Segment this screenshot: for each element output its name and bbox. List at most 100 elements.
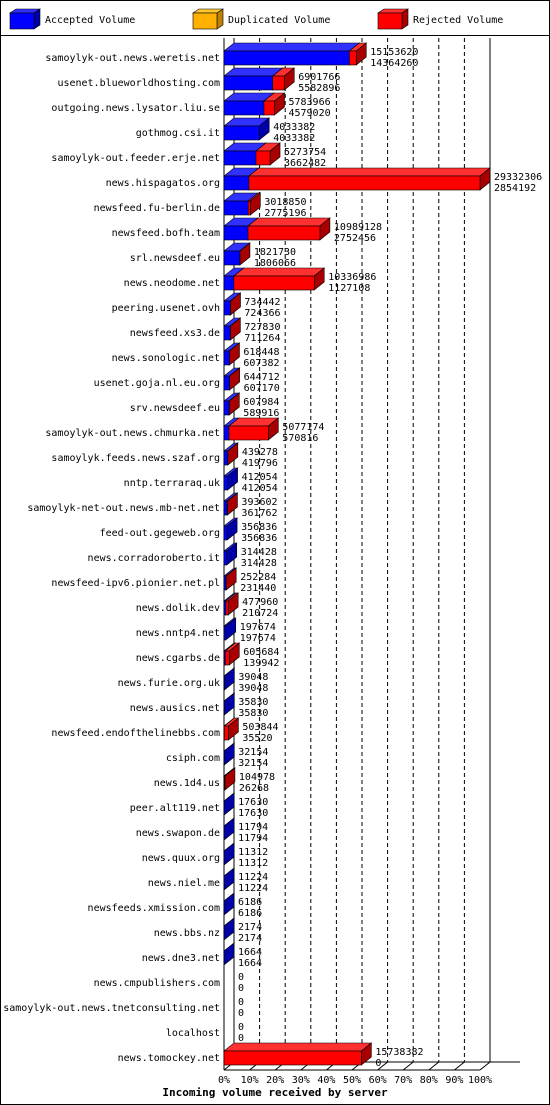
y-tick-label: news.nntp4.net (136, 628, 220, 639)
tick-mark (377, 1061, 388, 1071)
y-tick-label: news.ausics.net (130, 703, 220, 714)
value-label: 139942 (243, 658, 279, 669)
y-tick-label: samoylyk-out.feeder.erje.net (51, 153, 220, 164)
value-label: 1127108 (328, 283, 370, 294)
value-label: 5273754 (284, 147, 326, 158)
bar (223, 200, 249, 216)
value-label: 3018850 (264, 197, 306, 208)
value-label: 1664 (238, 947, 262, 958)
legend-label: Accepted Volume (45, 15, 135, 26)
bar (223, 400, 230, 416)
value-label: 503844 (242, 722, 278, 733)
bar (247, 200, 251, 216)
bar (223, 150, 257, 166)
legend-swatch (192, 12, 218, 30)
value-label: 724366 (244, 308, 280, 319)
value-label: 2752456 (334, 233, 376, 244)
bar (223, 525, 228, 541)
y-tick-label: outgoing.news.lysator.liu.se (51, 103, 220, 114)
value-label: 26268 (239, 783, 269, 794)
value-label: 412054 (242, 472, 278, 483)
value-label: 197674 (240, 622, 276, 633)
value-label: 0 (238, 1008, 244, 1019)
y-tick-label: news.1d4.us (154, 778, 220, 789)
y-tick-label: nntp.terraraq.uk (124, 478, 220, 489)
y-tick-label: csiph.com (166, 753, 220, 764)
y-tick-label: news.tomockey.net (118, 1053, 220, 1064)
value-label: 605684 (243, 647, 279, 658)
bar (255, 150, 271, 166)
y-tick-label: samoylyk-out.news.tnetconsulting.net (3, 1003, 220, 1014)
bar (223, 75, 274, 91)
y-tick-label: news.sonologic.net (112, 353, 220, 364)
value-label: 11224 (238, 883, 268, 894)
value-label: 104978 (239, 772, 275, 783)
bar (223, 475, 228, 491)
y-tick-label: news.furie.org.uk (118, 678, 220, 689)
bar-top (223, 1042, 373, 1052)
x-tick-label: 90% (445, 1075, 463, 1086)
y-tick-label: news.quux.org (142, 853, 220, 864)
legend-swatch (377, 12, 403, 30)
y-tick-label: news.bbs.nz (154, 928, 220, 939)
value-label: 35830 (238, 697, 268, 708)
y-tick-label: newsfeeds.xmission.com (88, 903, 220, 914)
bar (224, 650, 230, 666)
value-label: 17630 (238, 797, 268, 808)
bar (223, 1050, 362, 1066)
value-label: 618448 (243, 347, 279, 358)
x-tick-label: 60% (369, 1075, 387, 1086)
y-tick-label: usenet.blueworldhosting.com (57, 78, 220, 89)
x-tick-label: 80% (420, 1075, 438, 1086)
value-label: 727830 (244, 322, 280, 333)
bar (223, 100, 265, 116)
value-label: 0 (238, 997, 244, 1008)
value-label: 197674 (240, 633, 276, 644)
y-tick-label: samoylyk-out.news.weretis.net (45, 53, 220, 64)
legend-label: Rejected Volume (413, 15, 503, 26)
value-label: 412054 (242, 483, 278, 494)
bar (223, 425, 230, 441)
bar (224, 725, 229, 741)
bar (223, 300, 231, 316)
value-label: 29332306 (494, 172, 542, 183)
value-label: 734442 (244, 297, 280, 308)
value-label: 0 (238, 983, 244, 994)
value-label: 210724 (242, 608, 278, 619)
x-tick-label: 0% (218, 1075, 230, 1086)
value-label: 15153620 (370, 47, 418, 58)
value-label: 1806066 (254, 258, 296, 269)
bar (223, 350, 230, 366)
value-label: 14364260 (370, 58, 418, 69)
value-label: 0 (238, 1022, 244, 1033)
y-tick-label: newsfeed.bofh.team (112, 228, 220, 239)
value-label: 10336986 (328, 272, 376, 283)
y-tick-label: news.dolik.dev (136, 603, 220, 614)
bar (223, 450, 228, 466)
value-label: 10989128 (334, 222, 382, 233)
value-label: 589916 (243, 408, 279, 419)
bar (225, 600, 229, 616)
y-tick-label: newsfeed.xs3.de (130, 328, 220, 339)
value-label: 32154 (238, 747, 268, 758)
bar (228, 425, 269, 441)
value-label: 39048 (238, 683, 268, 694)
value-label: 419796 (242, 458, 278, 469)
y-tick-label: news.niel.me (148, 878, 220, 889)
value-label: 570816 (282, 433, 318, 444)
value-label: 0 (238, 1033, 244, 1044)
y-tick-label: peering.usenet.ovh (112, 303, 220, 314)
bar (272, 75, 285, 91)
value-label: 607382 (243, 358, 279, 369)
value-label: 356836 (241, 533, 277, 544)
bar (223, 125, 260, 141)
value-label: 6901766 (298, 72, 340, 83)
value-label: 3662482 (284, 158, 326, 169)
value-label: 35520 (242, 733, 272, 744)
value-label: 2854192 (494, 183, 536, 194)
x-tick-label: 30% (292, 1075, 310, 1086)
value-label: 356836 (241, 522, 277, 533)
value-label: 11794 (238, 833, 268, 844)
tick-mark (454, 1061, 465, 1071)
y-tick-label: news.swapon.de (136, 828, 220, 839)
